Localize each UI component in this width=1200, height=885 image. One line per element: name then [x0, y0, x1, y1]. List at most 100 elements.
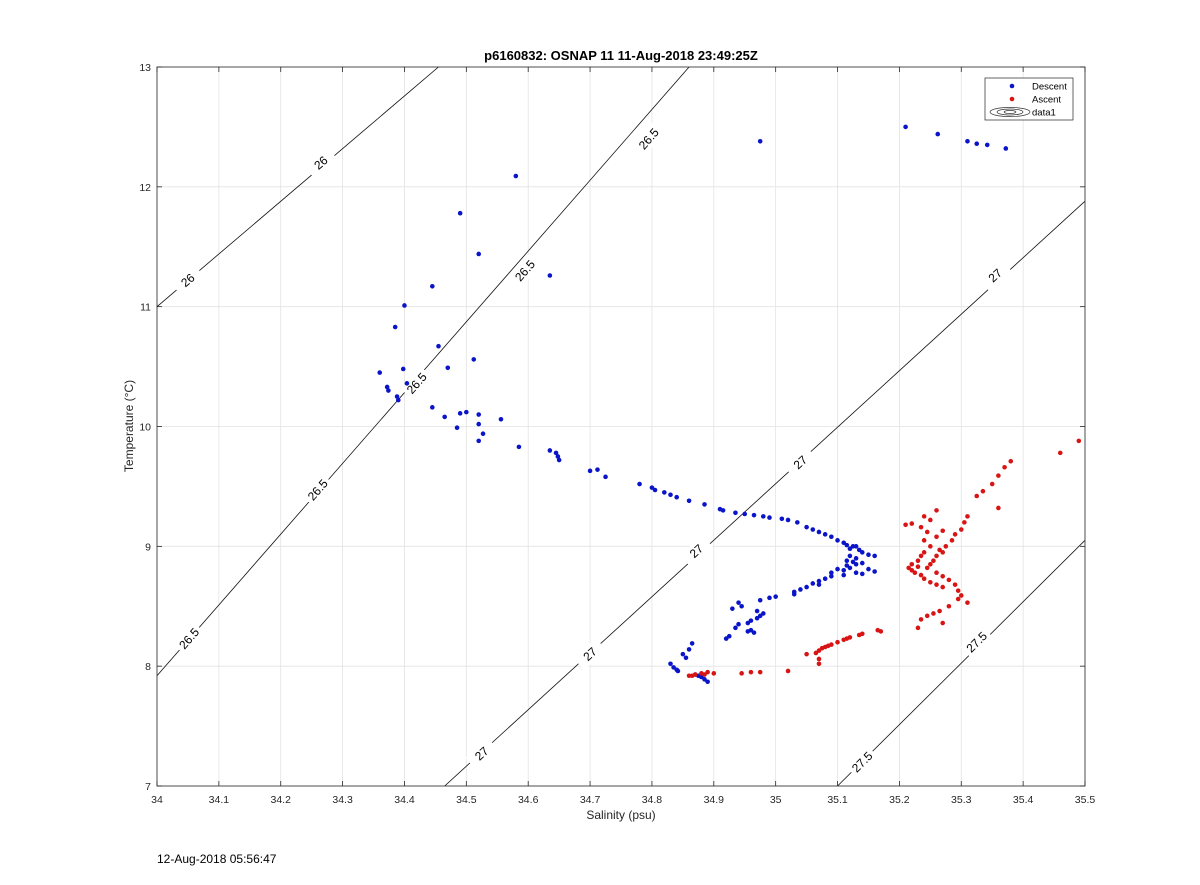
- data-point-descent: [675, 668, 681, 674]
- y-tick-label: 12: [139, 182, 151, 194]
- contour-label-bg: [573, 638, 607, 671]
- data-point-descent: [872, 569, 877, 574]
- data-point-descent: [699, 674, 704, 680]
- contour-label-bg: [301, 473, 334, 507]
- data-point-descent: [457, 210, 463, 216]
- data-point-ascent: [949, 538, 955, 543]
- density-contours: 262626.526.526.526.526.5272727272727.527…: [157, 67, 1085, 786]
- data-point-ascent: [835, 639, 840, 645]
- data-point-descent: [736, 621, 741, 627]
- data-point-ascent: [686, 673, 692, 679]
- data-point-descent: [702, 677, 707, 682]
- data-point-ascent: [940, 584, 946, 590]
- data-point-descent: [760, 611, 766, 616]
- data-point-ascent: [915, 564, 921, 570]
- contour-label-bg: [783, 446, 817, 479]
- data-point-ascent: [906, 565, 911, 571]
- data-point-ascent: [943, 544, 949, 549]
- y-tick-label: 11: [140, 302, 151, 314]
- data-point-descent: [736, 600, 741, 605]
- data-point-descent: [974, 141, 980, 146]
- y-tick-label: 7: [145, 781, 151, 793]
- contour-label-bg: [304, 147, 338, 179]
- data-point-ascent: [819, 645, 825, 651]
- data-point-ascent: [912, 570, 918, 575]
- data-point-ascent: [952, 582, 958, 587]
- x-tick-label: 35.5: [1075, 794, 1096, 806]
- x-tick-label: 34.8: [642, 794, 663, 806]
- data-point-ascent: [909, 568, 915, 573]
- data-point-descent: [733, 625, 738, 631]
- data-point-ascent: [816, 656, 822, 662]
- data-point-descent: [835, 566, 840, 572]
- plot-area: 262626.526.526.526.526.5272727272727.527…: [139, 62, 1095, 806]
- data-point-ascent: [757, 669, 763, 675]
- data-point-ascent: [804, 651, 809, 657]
- data-point-descent: [798, 587, 803, 592]
- data-point-ascent: [918, 617, 924, 622]
- contour-line: [837, 540, 1085, 786]
- data-point-ascent: [965, 600, 970, 605]
- data-point-descent: [847, 565, 853, 571]
- data-point-ascent: [909, 562, 915, 567]
- data-point-ascent: [816, 648, 822, 653]
- data-point-descent: [498, 417, 504, 422]
- data-point-descent: [386, 388, 391, 393]
- data-point-descent: [555, 454, 561, 459]
- data-point-ascent: [955, 588, 961, 593]
- legend-marker-ascent: [1009, 96, 1015, 102]
- data-point-descent: [965, 138, 970, 144]
- data-point-descent: [720, 508, 726, 513]
- data-point-ascent: [958, 527, 964, 532]
- contour-line: [444, 200, 1085, 786]
- y-tick-label: 9: [145, 541, 151, 553]
- contour-label-bg: [400, 366, 433, 400]
- x-tick-label: 35.2: [889, 794, 910, 806]
- x-tick-label: 34.3: [332, 794, 353, 806]
- data-point-descent: [745, 620, 751, 626]
- data-point-ascent: [962, 520, 967, 525]
- data-point-descent: [430, 283, 435, 289]
- x-tick-label: 34.9: [704, 794, 725, 806]
- data-points: [377, 124, 1082, 685]
- data-point-descent: [553, 450, 559, 456]
- data-point-descent: [705, 679, 710, 685]
- data-point-ascent: [924, 613, 930, 619]
- data-point-ascent: [980, 488, 986, 494]
- data-point-descent: [872, 553, 877, 559]
- series-descent: [377, 124, 1009, 685]
- data-point-descent: [816, 582, 822, 587]
- data-point-ascent: [918, 572, 924, 578]
- data-point-descent: [779, 516, 785, 522]
- data-point-descent: [829, 534, 834, 540]
- x-tick-label: 35.1: [827, 794, 848, 806]
- contour-label-bg: [960, 625, 994, 659]
- legend-marker-descent: [1009, 83, 1015, 89]
- data-point-descent: [668, 492, 673, 498]
- footer-timestamp: 12-Aug-2018 05:56:47: [157, 852, 277, 866]
- data-point-descent: [829, 573, 834, 579]
- chart-title: p6160832: OSNAP 11 11-Aug-2018 23:49:25Z: [484, 48, 758, 63]
- data-point-ascent: [705, 669, 710, 675]
- data-point-descent: [853, 562, 859, 567]
- data-point-descent: [773, 594, 778, 599]
- data-point-descent: [476, 421, 482, 427]
- data-point-descent: [402, 303, 407, 308]
- x-tick-label: 34.2: [271, 794, 292, 806]
- data-point-ascent: [1076, 438, 1082, 444]
- data-point-descent: [516, 444, 522, 450]
- data-point-descent: [984, 142, 990, 148]
- data-point-ascent: [928, 544, 933, 549]
- data-point-ascent: [748, 669, 754, 675]
- x-tick-label: 35.3: [951, 794, 972, 806]
- data-point-descent: [726, 633, 732, 639]
- y-tick-label: 10: [139, 422, 151, 434]
- data-point-descent: [603, 474, 608, 480]
- data-point-ascent: [739, 671, 744, 676]
- data-point-descent: [513, 173, 519, 179]
- data-point-descent: [400, 366, 406, 372]
- data-point-ascent: [937, 608, 942, 614]
- data-point-descent: [436, 343, 441, 349]
- data-point-descent: [866, 566, 871, 572]
- data-point-descent: [689, 641, 695, 646]
